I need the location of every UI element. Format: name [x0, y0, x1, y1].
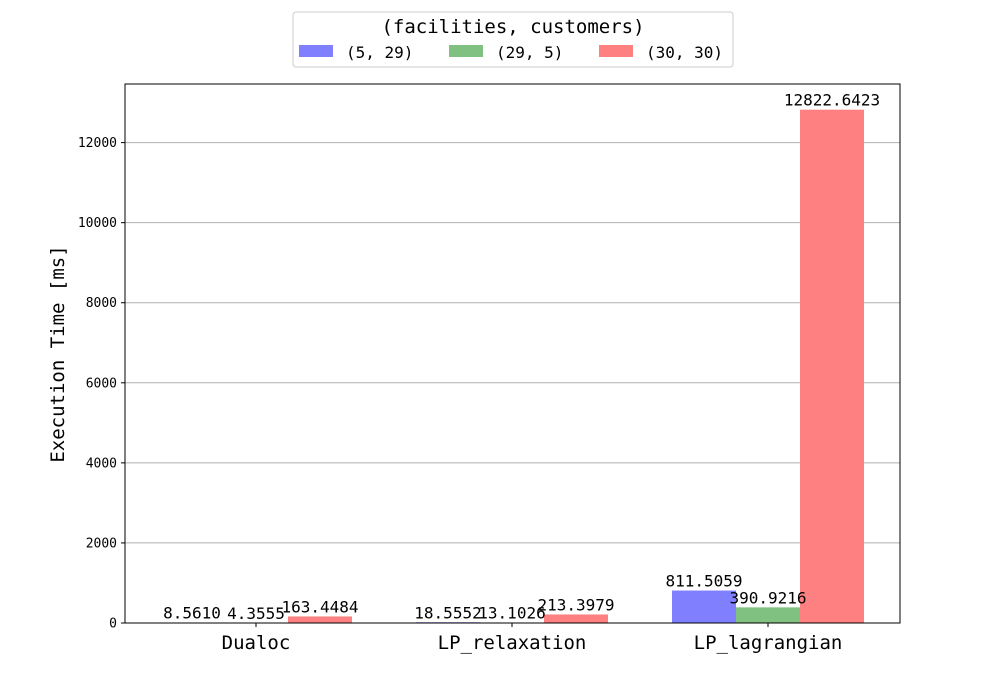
bar-value-label: 13.1026 [478, 603, 545, 622]
y-tick-label: 0 [109, 617, 117, 632]
legend-swatch [449, 45, 483, 57]
x-tick-label: Dualoc [222, 632, 291, 654]
legend: (facilities, customers) (5, 29) (29, 5) (3… [292, 11, 734, 68]
bar-value-label: 8.5610 [163, 604, 221, 623]
legend-title: (facilities, customers) [381, 16, 644, 38]
y-axis: 0 2000 4000 6000 8000 10000 12000 [78, 136, 125, 632]
legend-entry-label: (5, 29) [346, 43, 413, 62]
y-tick-label: 8000 [86, 296, 117, 311]
y-tick-label: 6000 [86, 376, 117, 391]
legend-swatch [299, 45, 333, 57]
bar-value-label: 4.3555 [227, 604, 285, 623]
legend-items: (5, 29) (29, 5) (30, 30) [299, 43, 723, 62]
bar [672, 590, 736, 623]
bar-value-label: 213.3979 [537, 595, 614, 614]
bar [800, 109, 864, 623]
y-axis-title: Execution Time [ms] [47, 245, 69, 462]
legend-swatch [599, 45, 633, 57]
plot-frame [124, 83, 901, 624]
legend-entry-label: (29, 5) [496, 43, 563, 62]
x-tick-label: LP_lagrangian [694, 632, 843, 654]
y-tick-label: 12000 [78, 136, 117, 151]
legend-entry-label: (30, 30) [646, 43, 723, 62]
bar [288, 616, 352, 623]
bar [544, 614, 608, 623]
bars [160, 109, 864, 623]
y-tick-label: 4000 [86, 456, 117, 471]
bar-value-label: 163.4484 [281, 597, 358, 616]
bar-value-label: 12822.6423 [784, 91, 880, 110]
y-tick-label: 10000 [78, 216, 117, 231]
x-axis: Dualoc LP_relaxation LP_lagrangian [222, 623, 843, 654]
bar-value-label: 811.5059 [665, 572, 742, 591]
x-tick-label: LP_relaxation [438, 632, 587, 654]
bar [736, 607, 800, 623]
y-tick-label: 2000 [86, 536, 117, 551]
bar-value-label: 390.9216 [729, 588, 806, 607]
bar-value-label: 18.5552 [414, 603, 481, 622]
grid-lines [125, 142, 900, 544]
